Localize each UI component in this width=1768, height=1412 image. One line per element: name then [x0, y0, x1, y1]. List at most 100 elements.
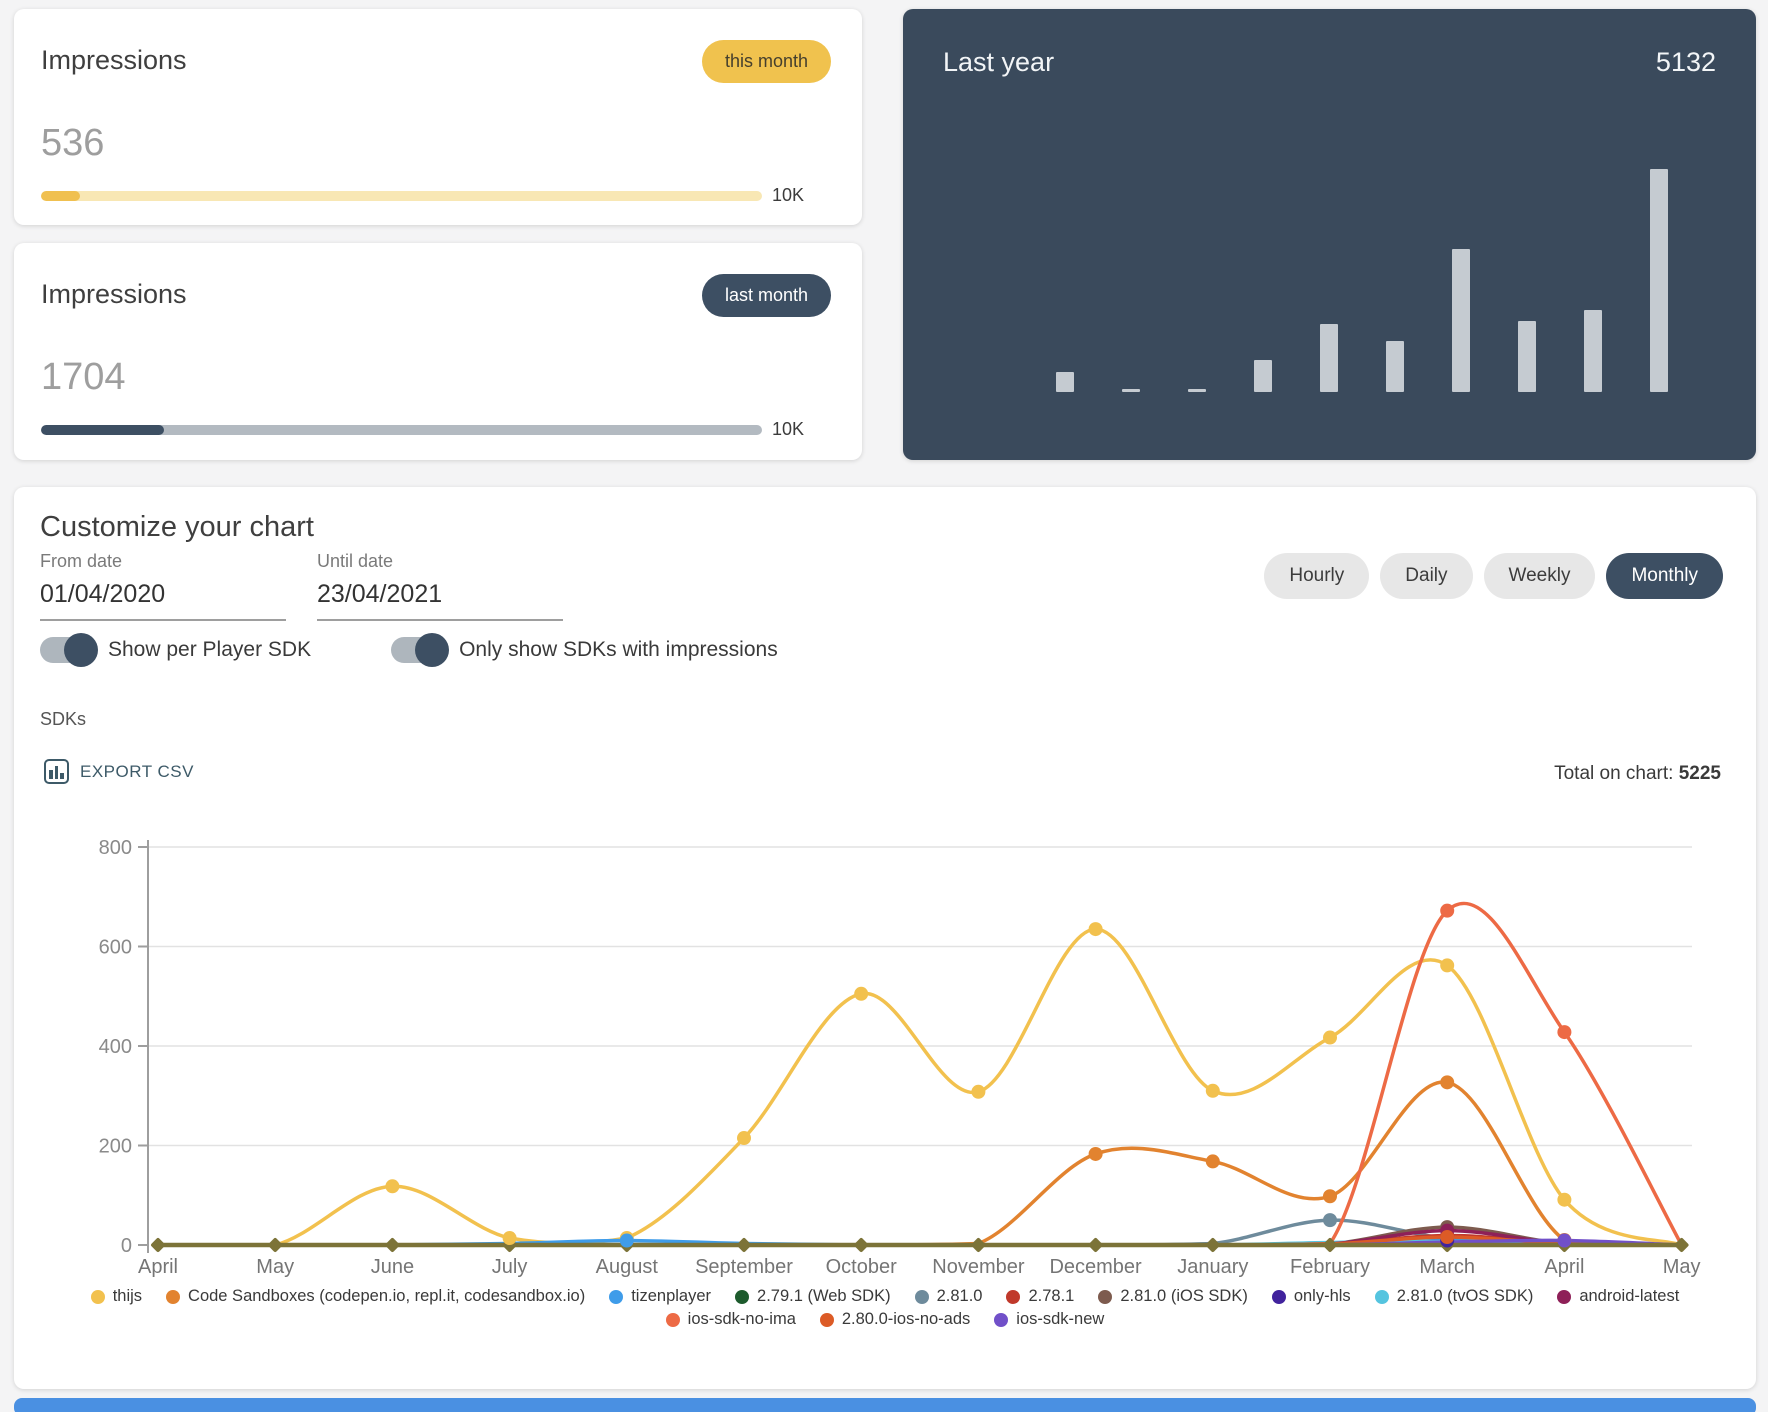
- legend-item-4[interactable]: 2.79.1 (Web SDK): [735, 1287, 891, 1306]
- bar-chart-icon: [44, 759, 69, 784]
- impressions-last-month-card: Impressions last month 1704 10K: [14, 243, 862, 460]
- toggle-row: Show per Player SDK Only show SDKs with …: [40, 633, 778, 667]
- last-year-bar: [1386, 341, 1404, 392]
- export-csv-button[interactable]: EXPORT CSV: [44, 759, 194, 784]
- last-year-bar: [1122, 388, 1140, 392]
- impressions-line-chart: 0 200 400 600 800 April May June July August Septe…: [99, 837, 1701, 1278]
- legend-label: 2.78.1: [1028, 1287, 1075, 1305]
- last-year-card: Last year 5132: [903, 9, 1756, 460]
- legend-dot: [994, 1312, 1009, 1327]
- until-date-label: Until date: [317, 551, 394, 571]
- last-year-bar: [1650, 169, 1668, 392]
- impressions-value: 1704: [41, 356, 126, 398]
- legend-dot: [609, 1289, 624, 1304]
- impressions-this-month-card: Impressions this month 536 10K: [14, 9, 862, 225]
- granularity-pills: Hourly Daily Weekly Monthly: [1264, 553, 1723, 599]
- card-title: Impressions: [41, 279, 187, 309]
- legend-dot: [166, 1289, 181, 1304]
- customize-chart-card: Customize your chart From date 01/04/202…: [14, 487, 1756, 1389]
- chart-legend: thijs Code Sandboxes (codepen.io, repl.it…: [14, 1287, 1756, 1333]
- last-year-bar: [1320, 324, 1338, 392]
- granularity-pill-weekly[interactable]: Weekly: [1483, 553, 1596, 599]
- legend-dot: [665, 1312, 680, 1327]
- legend-item-1[interactable]: thijs: [90, 1287, 142, 1306]
- legend-label: ios-sdk-new: [1016, 1310, 1105, 1328]
- legend-label: 2.81.0 (tvOS SDK): [1396, 1287, 1534, 1305]
- legend-label: 2.80.0-ios-no-ads: [841, 1310, 971, 1328]
- legend-label: only-hls: [1293, 1287, 1351, 1305]
- legend-dot: [1006, 1289, 1021, 1304]
- last-year-bar: [1584, 310, 1602, 392]
- svg-text:400: 400: [99, 1036, 132, 1058]
- customize-title: Customize your chart: [40, 511, 314, 543]
- legend-label: android-latest: [1579, 1287, 1680, 1305]
- legend-item-8[interactable]: only-hls: [1271, 1287, 1351, 1306]
- svg-text:800: 800: [99, 837, 132, 859]
- last-year-bar-chart: [924, 162, 1684, 392]
- progress-max-label: 10K: [772, 185, 805, 205]
- progress-track: [41, 190, 762, 201]
- toggle-knob: [415, 633, 450, 667]
- last-year-bar: [1452, 248, 1470, 392]
- legend-item-11[interactable]: ios-sdk-no-ima: [665, 1310, 796, 1329]
- legend-item-10[interactable]: android-latest: [1557, 1287, 1679, 1306]
- sdks-label: SDKs: [40, 709, 87, 729]
- svg-text:February: February: [1290, 1256, 1370, 1278]
- toggle-label: Only show SDKs with impressions: [459, 638, 778, 661]
- legend-label: 2.81.0: [936, 1287, 983, 1305]
- from-date-group: From date 01/04/2020: [40, 551, 286, 621]
- legend-dot: [914, 1289, 929, 1304]
- legend-item-9[interactable]: 2.81.0 (tvOS SDK): [1374, 1287, 1534, 1306]
- last-month-badge[interactable]: last month: [701, 274, 831, 317]
- from-date-input[interactable]: 01/04/2020: [40, 580, 286, 621]
- progress-max-label: 10K: [772, 419, 805, 439]
- total-on-chart-label: Total on chart:: [1554, 763, 1674, 784]
- from-date-label: From date: [40, 551, 123, 571]
- svg-text:December: December: [1049, 1256, 1142, 1278]
- legend-item-7[interactable]: 2.81.0 (iOS SDK): [1098, 1287, 1248, 1306]
- legend-item-12[interactable]: 2.80.0-ios-no-ads: [819, 1310, 971, 1329]
- export-csv-label: EXPORT CSV: [80, 761, 194, 781]
- bottom-scroll-bar[interactable]: [14, 1398, 1756, 1412]
- progress-track: [41, 424, 762, 435]
- svg-text:July: July: [492, 1256, 528, 1278]
- svg-text:June: June: [371, 1256, 414, 1278]
- progress-fill-last-month: [41, 424, 164, 435]
- legend-item-13[interactable]: ios-sdk-new: [994, 1310, 1104, 1329]
- svg-text:May: May: [256, 1256, 294, 1278]
- legend-dot: [1098, 1289, 1113, 1304]
- svg-text:November: November: [932, 1256, 1025, 1278]
- legend-dot: [1374, 1289, 1389, 1304]
- legend-label: tizenplayer: [631, 1287, 712, 1305]
- svg-text:May: May: [1663, 1256, 1701, 1278]
- toggle-knob: [64, 633, 98, 667]
- legend-item-6[interactable]: 2.78.1: [1006, 1287, 1074, 1306]
- svg-text:600: 600: [99, 937, 132, 959]
- legend-dot: [90, 1289, 105, 1304]
- granularity-pill-monthly[interactable]: Monthly: [1606, 553, 1723, 599]
- svg-text:0: 0: [121, 1235, 132, 1257]
- legend-item-2[interactable]: Code Sandboxes (codepen.io, repl.it, cod…: [166, 1287, 585, 1306]
- granularity-pill-daily[interactable]: Daily: [1380, 553, 1473, 599]
- progress-row: 10K: [41, 419, 835, 440]
- svg-text:September: September: [695, 1256, 793, 1278]
- this-month-badge[interactable]: this month: [701, 40, 831, 83]
- only-show-sdks-toggle[interactable]: [391, 633, 450, 667]
- toggle-label: Show per Player SDK: [108, 638, 312, 661]
- legend-row-2: ios-sdk-no-ima 2.80.0-ios-no-ads ios-sdk-n…: [14, 1310, 1756, 1329]
- svg-text:August: August: [596, 1256, 659, 1278]
- legend-item-3[interactable]: tizenplayer: [609, 1287, 711, 1306]
- show-per-player-sdk-toggle[interactable]: [40, 633, 98, 667]
- legend-label: Code Sandboxes (codepen.io, repl.it, cod…: [188, 1287, 586, 1305]
- legend-item-5[interactable]: 2.81.0: [914, 1287, 983, 1306]
- granularity-pill-hourly[interactable]: Hourly: [1264, 553, 1370, 599]
- last-year-title: Last year: [943, 47, 1055, 77]
- until-date-group: Until date 23/04/2021: [317, 551, 563, 621]
- svg-text:January: January: [1177, 1256, 1248, 1278]
- svg-text:March: March: [1419, 1256, 1475, 1278]
- until-date-input[interactable]: 23/04/2021: [317, 580, 563, 621]
- progress-row: 10K: [41, 185, 835, 206]
- legend-label: ios-sdk-no-ima: [687, 1310, 796, 1328]
- legend-label: 2.79.1 (Web SDK): [757, 1287, 891, 1305]
- legend-dot: [1557, 1289, 1572, 1304]
